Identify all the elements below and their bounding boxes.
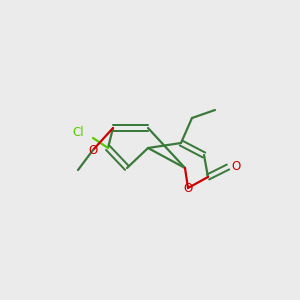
Text: O: O [88, 143, 98, 157]
Text: O: O [231, 160, 240, 173]
Text: Cl: Cl [72, 127, 84, 140]
Text: O: O [183, 182, 193, 194]
